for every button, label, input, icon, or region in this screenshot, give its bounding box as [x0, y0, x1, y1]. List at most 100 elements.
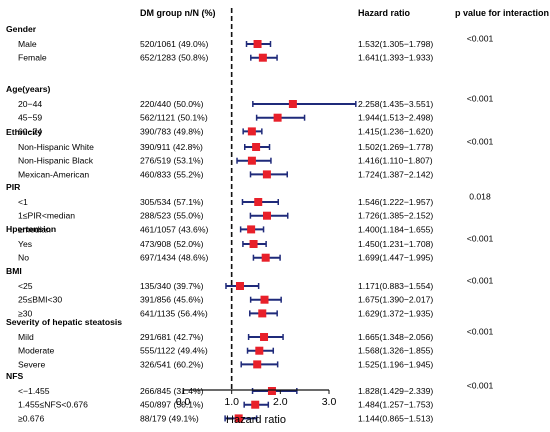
- subgroup-label: Male: [18, 39, 37, 49]
- subgroup-label: Female: [18, 53, 47, 63]
- subgroup-label: Mexican-American: [18, 169, 89, 179]
- hr-marker: [260, 333, 269, 341]
- hr-ci-text: 1.568(1.326−1.855): [358, 346, 433, 356]
- hr-marker: [255, 346, 264, 355]
- hr-ci-text: 1.171(0.883−1.554): [358, 281, 433, 291]
- hr-ci-text: 1.532(1.305−1.798): [358, 39, 433, 49]
- hr-ci-text: 1.724(1.387−2.142): [358, 169, 433, 179]
- dm-count: 288/523 (55.0%): [140, 211, 204, 221]
- p-value: <0.001: [467, 94, 494, 104]
- hr-ci-text: 1.502(1.269−1.778): [358, 142, 433, 152]
- group-label: Ethnicity: [6, 127, 43, 137]
- hr-ci-text: 1.699(1.447−1.995): [358, 253, 433, 263]
- hr-marker: [273, 113, 282, 122]
- dm-count: 135/340 (39.7%): [140, 281, 204, 291]
- subgroup-label: Non-Hispanic White: [18, 142, 94, 152]
- subgroup-label: ≥0.676: [18, 413, 44, 423]
- hr-marker: [235, 282, 244, 290]
- hr-ci-text: 1.665(1.348−2.056): [358, 332, 433, 342]
- hr-marker: [254, 198, 263, 206]
- hr-marker: [253, 40, 262, 48]
- hr-marker: [262, 170, 271, 179]
- hr-ci-text: 1.525(1.196−1.945): [358, 359, 433, 369]
- p-value: <0.001: [467, 137, 494, 147]
- subgroup-label: Moderate: [18, 346, 55, 356]
- hr-marker: [258, 309, 267, 318]
- x-tick-label: 1.0: [224, 396, 239, 408]
- subgroup-label: No: [18, 253, 29, 263]
- subgroup-label: Yes: [18, 239, 32, 249]
- hr-ci-text: 1.726(1.385−2.152): [358, 211, 433, 221]
- group-label: Severity of hepatic steatosis: [6, 317, 122, 327]
- hr-marker: [267, 387, 276, 395]
- group-label: BMI: [6, 266, 22, 276]
- hr-marker: [252, 143, 261, 151]
- dm-count: 697/1434 (48.6%): [140, 253, 208, 263]
- dm-count: 291/681 (42.7%): [140, 332, 204, 342]
- dm-count: 391/856 (45.6%): [140, 295, 204, 305]
- subgroup-label: 1.455≤NFS<0.676: [18, 400, 88, 410]
- hr-marker: [251, 400, 260, 409]
- hr-ci-text: 1.450(1.231−1.708): [358, 239, 433, 249]
- hr-ci-text: 1.944(1.513−2.498): [358, 113, 433, 123]
- x-axis: 0.0 1.0 2.0 3.0 Hazard ratio: [176, 389, 337, 426]
- p-value: <0.001: [467, 381, 494, 391]
- subgroup-label: <25: [18, 281, 33, 291]
- header-p-interaction: p value for interaction: [455, 8, 549, 18]
- group-label: PIR: [6, 182, 21, 192]
- dm-count: 460/833 (55.2%): [140, 169, 204, 179]
- subgroup-label: 25≤BMI<30: [18, 295, 62, 305]
- subgroup-label: Severe: [18, 359, 45, 369]
- hr-ci-text: 1.546(1.222−1.957): [358, 197, 433, 207]
- dm-count: 326/541 (60.2%): [140, 359, 204, 369]
- header-dm-group: DM group n/N (%): [140, 8, 216, 18]
- dm-count: 305/534 (57.1%): [140, 197, 204, 207]
- hr-ci-text: 1.629(1.372−1.935): [358, 308, 433, 318]
- subgroup-label: ≥30: [18, 308, 32, 318]
- dm-count: 220/440 (50.0%): [140, 99, 204, 109]
- x-tick-label: 2.0: [273, 396, 288, 408]
- p-value: <0.001: [467, 234, 494, 244]
- subgroup-label: 45−59: [18, 113, 42, 123]
- hr-marker: [262, 211, 271, 220]
- hr-marker: [247, 225, 256, 234]
- dm-count: 461/1057 (43.6%): [140, 224, 208, 234]
- hr-ci-text: 1.400(1.184−1.655): [358, 224, 433, 234]
- hr-marker: [247, 127, 256, 136]
- subgroup-label: <−1.455: [18, 386, 50, 396]
- hr-ci-text: 1.144(0.865−1.513): [358, 413, 433, 423]
- p-value: <0.001: [467, 327, 494, 337]
- hr-ci-text: 2.258(1.435−3.551): [358, 99, 433, 109]
- hr-marker: [247, 156, 256, 165]
- dm-count: 641/1135 (56.4%): [140, 308, 208, 318]
- dm-count: 276/519 (53.1%): [140, 156, 204, 166]
- dm-count: 562/1121 (50.1%): [140, 113, 208, 123]
- dm-count: 450/897 (50.1%): [140, 400, 204, 410]
- hr-ci-text: 1.675(1.390−2.017): [358, 295, 433, 305]
- dm-count: 390/911 (42.8%): [140, 142, 203, 152]
- hr-ci-text: 1.416(1.110−1.807): [358, 156, 433, 166]
- dm-count: 555/1122 (49.4%): [140, 346, 208, 356]
- hr-marker: [261, 253, 270, 262]
- dm-count: 520/1061 (49.0%): [140, 39, 208, 49]
- subgroup-label: Mild: [18, 332, 34, 342]
- subgroup-label: 20−44: [18, 99, 42, 109]
- dm-count: 473/908 (52.0%): [140, 239, 204, 249]
- hr-ci-text: 1.828(1.429−2.339): [358, 386, 433, 396]
- subgroup-label: 1≤PIR<median: [18, 211, 75, 221]
- group-label: NFS: [6, 371, 23, 381]
- group-label: Gender: [6, 24, 37, 34]
- hr-marker: [288, 100, 297, 108]
- x-tick-label: 3.0: [322, 396, 337, 408]
- subgroup-label: Non-Hispanic Black: [18, 156, 94, 166]
- subgroup-label: 60−74: [18, 126, 42, 136]
- hr-marker: [258, 53, 267, 62]
- hr-marker: [249, 240, 258, 248]
- subgroup-label: <1: [18, 197, 28, 207]
- hr-marker: [253, 360, 262, 369]
- dm-count: 88/179 (49.1%): [140, 413, 199, 423]
- x-tick-label: 0.0: [176, 396, 191, 408]
- p-value: 0.018: [469, 192, 491, 202]
- group-label: Hpertension: [6, 224, 56, 234]
